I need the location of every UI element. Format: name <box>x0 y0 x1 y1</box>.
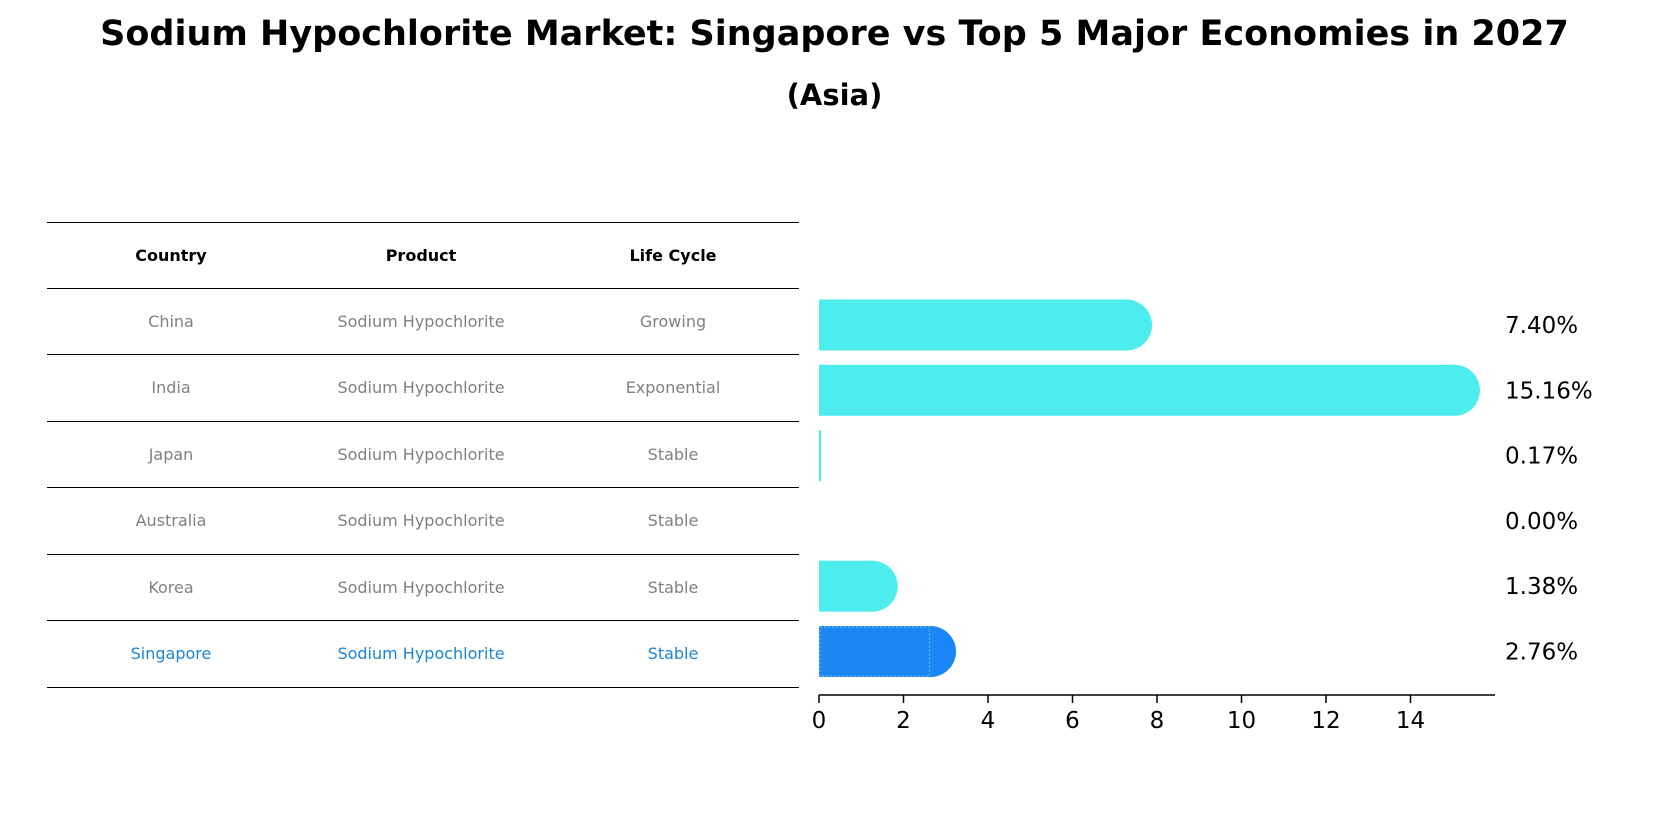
cell-product: Sodium Hypochlorite <box>337 511 505 531</box>
x-tick-label: 12 <box>1311 708 1340 734</box>
bar-cap-singapore <box>905 626 957 677</box>
bar-cap-china <box>1101 299 1153 351</box>
header-country: Country <box>135 245 207 265</box>
bar-china <box>819 299 1127 351</box>
x-tick-label: 14 <box>1396 708 1425 734</box>
cell-product: Sodium Hypochlorite <box>337 577 505 597</box>
table-row: China Sodium Hypochlorite Growing <box>47 289 799 355</box>
value-label: 15.16% <box>1505 378 1593 404</box>
value-label: 2.76% <box>1505 640 1578 666</box>
x-tick-label: 0 <box>812 708 827 734</box>
chart-subtitle: (Asia) <box>786 78 883 112</box>
bar-india <box>819 364 1455 416</box>
table-row-highlight: Singapore Sodium Hypochlorite Stable <box>47 621 799 688</box>
cell-life-cycle: Stable <box>647 444 699 464</box>
table-row: Australia Sodium Hypochlorite Stable <box>47 488 799 555</box>
cell-life-cycle: Exponential <box>625 378 721 398</box>
cell-country: Japan <box>148 444 194 464</box>
chart-title: Sodium Hypochlorite Market: Singapore vs… <box>100 14 1569 54</box>
value-label: 0.00% <box>1505 509 1578 535</box>
cell-life-cycle: Stable <box>647 511 699 531</box>
table-header-row: Country Product Life Cycle <box>47 222 799 289</box>
cell-product: Sodium Hypochlorite <box>337 311 505 331</box>
table-row: Korea Sodium Hypochlorite Stable <box>47 555 799 621</box>
x-tick-label: 8 <box>1150 708 1165 734</box>
value-label: 7.40% <box>1505 313 1578 339</box>
bar-japan <box>819 430 822 482</box>
x-tick-label: 10 <box>1227 708 1256 734</box>
bar-cap-korea <box>846 560 898 612</box>
cell-life-cycle: Stable <box>647 577 699 597</box>
cell-product: Sodium Hypochlorite <box>337 644 505 664</box>
cell-country: China <box>148 311 194 331</box>
cell-life-cycle: Growing <box>639 311 707 331</box>
cell-country: Australia <box>135 511 207 531</box>
value-label: 0.17% <box>1505 444 1578 470</box>
data-table: Country Product Life Cycle China Sodium … <box>47 222 799 688</box>
cell-country: India <box>151 378 191 398</box>
value-label: 1.38% <box>1505 574 1578 600</box>
table-row: India Sodium Hypochlorite Exponential <box>47 355 799 422</box>
bar-cap-india <box>1428 364 1480 416</box>
cell-country: Singapore <box>130 644 212 664</box>
cell-life-cycle: Stable <box>647 644 699 664</box>
cell-product: Sodium Hypochlorite <box>337 378 505 398</box>
header-product: Product <box>385 245 457 265</box>
x-tick-label: 4 <box>981 708 996 734</box>
table-row: Japan Sodium Hypochlorite Stable <box>47 422 799 488</box>
cell-product: Sodium Hypochlorite <box>337 444 505 464</box>
bar-highlight-outline <box>819 626 931 677</box>
header-life-cycle: Life Cycle <box>629 245 717 265</box>
cell-country: Korea <box>148 577 194 597</box>
x-tick-label: 2 <box>896 708 911 734</box>
x-tick-label: 6 <box>1065 708 1080 734</box>
